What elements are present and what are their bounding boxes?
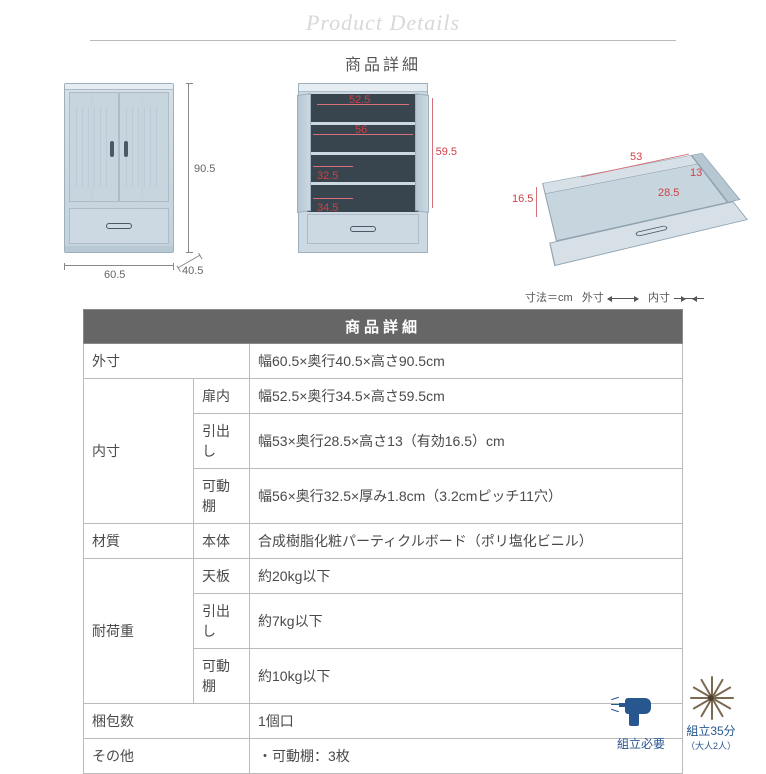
spec-table: 商品詳細 外寸 幅60.5×奥行40.5×高さ90.5cm 内寸 扉内 幅52.…: [83, 309, 683, 774]
cell-value: 幅52.5×奥行34.5×高さ59.5cm: [250, 379, 683, 414]
cell-label: 耐荷重: [84, 559, 194, 704]
dim-inner-h: 59.5: [434, 146, 459, 158]
cell-value: 幅53×奥行28.5×高さ13（有効16.5）cm: [250, 414, 683, 469]
dim-shelf-d: 32.5: [315, 170, 340, 182]
cell-value: 合成樹脂化粧パーティクルボード（ポリ塩化ビニル）: [250, 524, 683, 559]
figure-cabinet-closed: 90.5 60.5 40.5: [36, 83, 216, 283]
cell-sublabel: 本体: [194, 524, 250, 559]
cell-label: 材質: [84, 524, 194, 559]
cell-sublabel: 天板: [194, 559, 250, 594]
legend-unit: 寸法＝cm: [525, 292, 573, 304]
time-sub: （大人2人）: [686, 739, 736, 752]
dim-drawer-d: 28.5: [656, 187, 681, 199]
assembly-required-icon: 組立必要: [616, 689, 666, 752]
cell-sublabel: 扉内: [194, 379, 250, 414]
time-label: 組立35分: [686, 724, 735, 738]
dim-width: 60.5: [104, 269, 125, 281]
dim-bottom: 34.5: [315, 202, 340, 214]
footer-icons: 組立必要 組立35分 （大人2人）: [616, 676, 736, 752]
table-row: 外寸 幅60.5×奥行40.5×高さ90.5cm: [84, 344, 683, 379]
script-title: Product Details: [30, 10, 736, 36]
cell-label: 梱包数: [84, 704, 250, 739]
cell-sublabel: 引出し: [194, 414, 250, 469]
cell-value: 約20kg以下: [250, 559, 683, 594]
dim-inner-w-top: 52.5: [347, 94, 372, 106]
legend-inner: 内寸: [648, 292, 670, 304]
table-row: 材質 本体 合成樹脂化粧パーティクルボード（ポリ塩化ビニル）: [84, 524, 683, 559]
cell-sublabel: 可動棚: [194, 649, 250, 704]
dim-height: 90.5: [194, 163, 215, 175]
cell-label: その他: [84, 739, 250, 774]
cell-value: 幅56×奥行32.5×厚み1.8cm（3.2cmピッチ11穴）: [250, 469, 683, 524]
dim-drawer-w: 53: [628, 151, 644, 163]
page-subtitle: 商品詳細: [30, 51, 736, 75]
figure-cabinet-open: 52.5 56 32.5 34.5 59.5: [288, 83, 438, 283]
cell-sublabel: 引出し: [194, 594, 250, 649]
cell-sublabel: 可動棚: [194, 469, 250, 524]
cell-label: 内寸: [84, 379, 194, 524]
dim-depth: 40.5: [182, 265, 203, 277]
legend-outer: 外寸: [582, 292, 604, 304]
cell-value: 幅60.5×奥行40.5×高さ90.5cm: [250, 344, 683, 379]
diagram-row: 90.5 60.5 40.5 52.5 56: [30, 89, 736, 289]
dimension-legend: 寸法＝cm 外寸 内寸: [30, 289, 736, 305]
table-row: 内寸 扉内 幅52.5×奥行34.5×高さ59.5cm: [84, 379, 683, 414]
divider: [90, 40, 676, 41]
table-row: 耐荷重 天板 約20kg以下: [84, 559, 683, 594]
clock-burst-icon: [689, 676, 733, 720]
dim-drawer-inh: 13: [688, 167, 704, 179]
cell-label: 外寸: [84, 344, 250, 379]
table-row: その他 ・可動棚：3枚: [84, 739, 683, 774]
drill-icon: [619, 692, 663, 730]
table-row: 梱包数 1個口: [84, 704, 683, 739]
table-header: 商品詳細: [84, 310, 683, 344]
dim-drawer-outh: 16.5: [510, 193, 535, 205]
assembly-time-icon: 組立35分 （大人2人）: [686, 676, 736, 752]
figure-drawer: 16.5 53 13 28.5: [510, 123, 730, 283]
assembly-label: 組立必要: [617, 737, 665, 751]
dim-shelf-w: 56: [353, 124, 369, 136]
cell-value: 約7kg以下: [250, 594, 683, 649]
